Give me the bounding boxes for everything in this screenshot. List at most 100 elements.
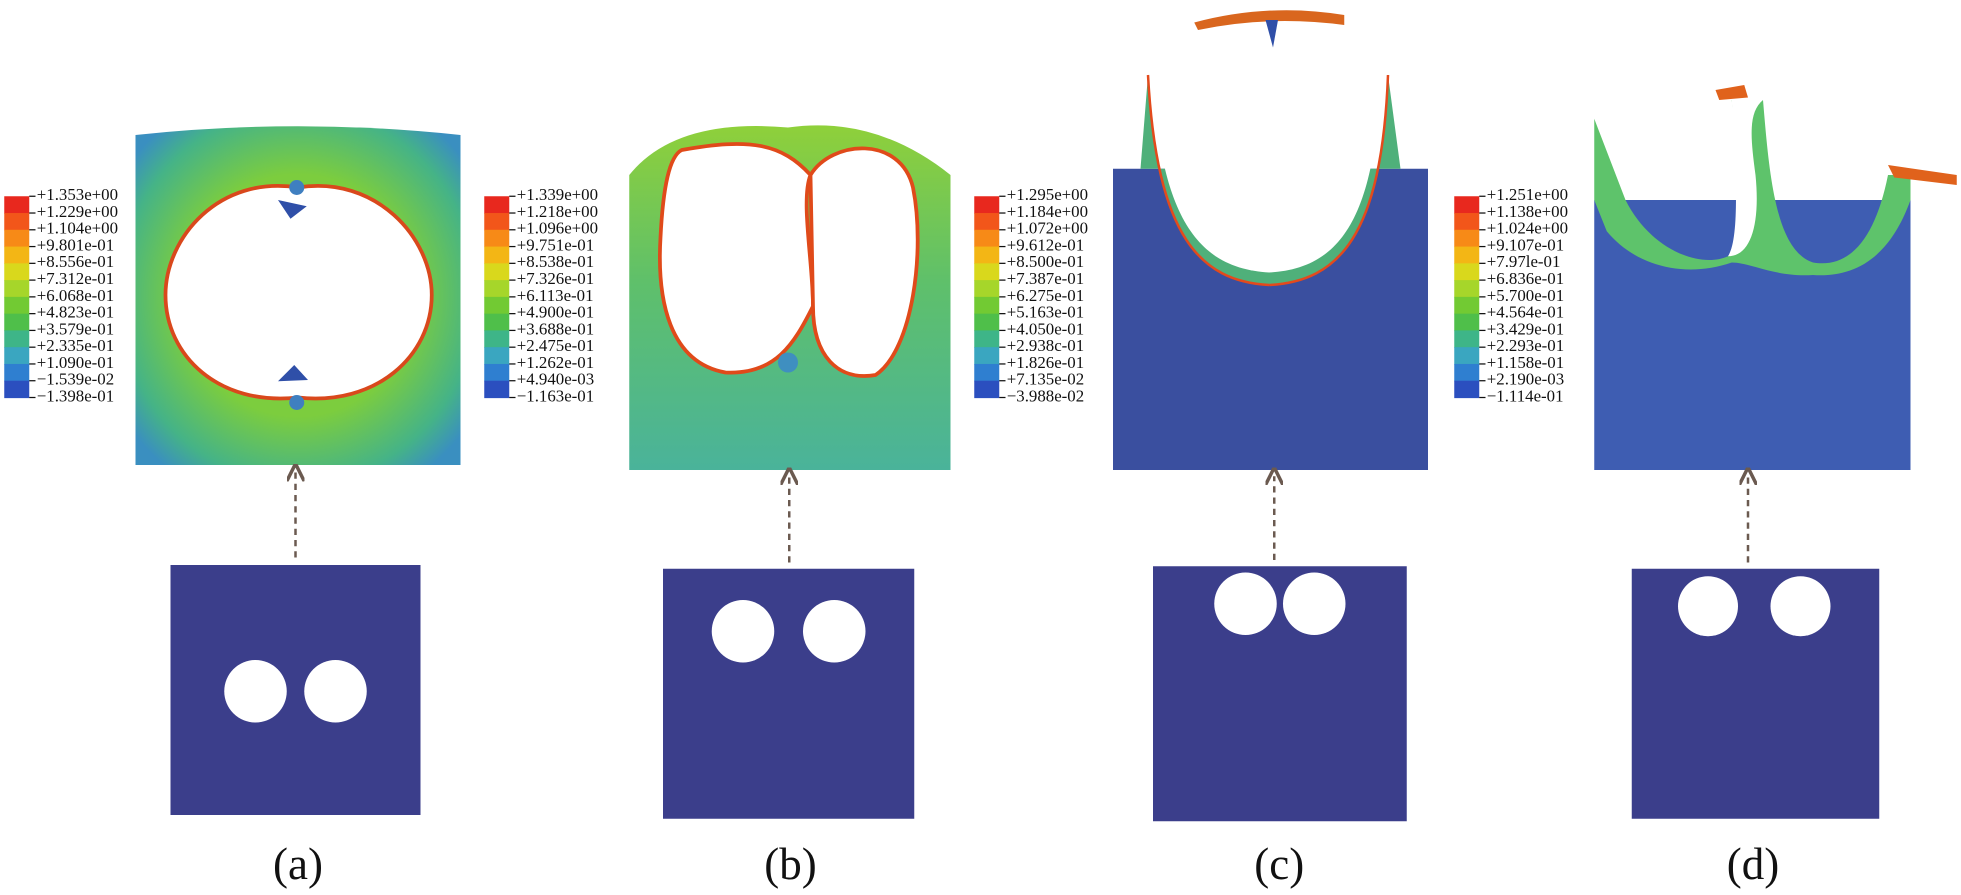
colorbar-segment <box>1454 246 1480 264</box>
panel-caption: (a) <box>273 839 323 889</box>
colorbar-segment <box>484 229 510 248</box>
colorbar-label: +2.293e-01 <box>1487 336 1564 355</box>
simulation-c <box>1113 10 1428 470</box>
colorbar-label: +1.090e-01 <box>37 353 114 372</box>
colorbar-label: +3.688e-01 <box>517 319 594 338</box>
colorbar-segment <box>484 296 510 315</box>
panel-caption: (c) <box>1254 839 1304 889</box>
colorbar-segment <box>4 229 30 248</box>
colorbar-label: +3.579e-01 <box>37 319 114 338</box>
colorbar-segment <box>484 213 510 231</box>
colorbar-segment <box>974 363 1000 382</box>
colorbar-segment <box>484 246 510 264</box>
colorbar-label: +7.326e-01 <box>517 269 594 288</box>
colorbar-label: +5.163e-01 <box>1007 303 1084 322</box>
colorbar-segment <box>974 330 1000 348</box>
arrows <box>296 473 1749 563</box>
colorbar-segment <box>974 246 1000 264</box>
panel-caption: (d) <box>1727 839 1779 889</box>
colorbar-segment <box>4 213 30 231</box>
colorbar-segment <box>4 296 30 315</box>
colorbar-label: +1.184e+00 <box>1007 202 1088 221</box>
colorbar-segment <box>974 263 1000 281</box>
colorbar-segment <box>4 347 30 365</box>
colorbar-label: +7.135e-02 <box>1007 370 1084 389</box>
colorbar-label: +1.353e+00 <box>37 185 118 204</box>
colorbar-label: +9.612e-01 <box>1007 235 1084 254</box>
colorbar-segment <box>974 296 1000 315</box>
colorbar-label: +1.096e+00 <box>517 219 598 238</box>
colorbar-label: +6.113e-01 <box>517 286 594 305</box>
colorbar-segment <box>484 347 510 365</box>
colorbar-label: +1.138e+00 <box>1487 202 1568 221</box>
colorbar-segment <box>974 213 1000 231</box>
colorbar-segment <box>974 196 1000 214</box>
colorbar-label: −3.988e-02 <box>1007 386 1084 405</box>
colorbar-segment <box>484 196 510 214</box>
colorbar-label: +2.190e-03 <box>1487 370 1564 389</box>
colorbar-label: +1.218e+00 <box>517 202 598 221</box>
colorbar-segment <box>4 313 30 332</box>
colorbar-label: −1.163e-01 <box>517 386 594 405</box>
colorbar-segment <box>1454 280 1480 298</box>
colorbar-segment <box>1454 380 1480 399</box>
colorbar-label: +9.801e-01 <box>37 235 114 254</box>
simulation-d <box>1594 85 1957 470</box>
colorbar-segment <box>1454 263 1480 281</box>
colorbar-segment <box>1454 196 1480 214</box>
colorbar-segment <box>1454 330 1480 348</box>
colorbar-segment <box>484 280 510 298</box>
simulation-a <box>135 126 461 465</box>
colorbar-segment <box>974 380 1000 399</box>
colorbar-label: +1.295e+00 <box>1007 185 1088 204</box>
colorbar-segment <box>1454 313 1480 332</box>
colorbar-label: +1.262e-01 <box>517 353 594 372</box>
colorbar-segment <box>974 229 1000 248</box>
colorbar-segment <box>4 380 30 399</box>
colorbar-label: +7.97le-01 <box>1487 252 1561 271</box>
colorbar-segment <box>484 363 510 382</box>
colorbar-label: +8.500e-01 <box>1007 252 1084 271</box>
colorbar-label: +3.429e-01 <box>1487 319 1564 338</box>
colorbar-segment <box>4 263 30 281</box>
colorbar-label: +4.940e-03 <box>517 370 594 389</box>
colorbar-segment <box>974 280 1000 298</box>
colorbar-label: +5.700e-01 <box>1487 286 1564 305</box>
panel-caption: (b) <box>764 839 816 889</box>
colorbar-segment <box>1454 229 1480 248</box>
colorbar-segment <box>1454 213 1480 231</box>
colorbar-label: +2.475e-01 <box>517 336 594 355</box>
colorbar-label: +4.823e-01 <box>37 303 114 322</box>
colorbar-segment <box>484 263 510 281</box>
colorbar-label: +2.938c-01 <box>1007 336 1084 355</box>
simulation-b <box>629 125 951 470</box>
colorbar-segment <box>1454 363 1480 382</box>
colorbar-label: −1.539e-02 <box>37 370 114 389</box>
colorbar-label: +1.104e+00 <box>37 219 118 238</box>
colorbar-label: +6.836e-01 <box>1487 269 1564 288</box>
colorbar-segment <box>4 280 30 298</box>
colorbar-label: +1.339e+00 <box>517 185 598 204</box>
colorbar-segment <box>4 330 30 348</box>
colorbar-label: +1.024e+00 <box>1487 219 1568 238</box>
colorbar-label: +4.564e-01 <box>1487 303 1564 322</box>
colorbar-label: +1.072e+00 <box>1007 219 1088 238</box>
colorbar-label: +7.312e-01 <box>37 269 114 288</box>
colorbar-segment <box>484 380 510 399</box>
colorbar-label: +8.556e-01 <box>37 252 114 271</box>
initial-configurations <box>170 565 1880 822</box>
colorbar-label: +6.068e-01 <box>37 286 114 305</box>
colorbar-segment <box>484 313 510 332</box>
colorbar-segment <box>1454 296 1480 315</box>
colorbar-segment <box>974 313 1000 332</box>
colorbar-label: −1.114e-01 <box>1487 386 1564 405</box>
colorbar-label: +8.538e-01 <box>517 252 594 271</box>
colorbar-segment <box>484 330 510 348</box>
colorbar-segment <box>4 196 30 214</box>
colorbar-label: +1.158e-01 <box>1487 353 1564 372</box>
colorbar-label: +1.826e-01 <box>1007 353 1084 372</box>
holes <box>224 572 1831 723</box>
colorbar-label: +7.387e-01 <box>1007 269 1084 288</box>
colorbar-segment <box>1454 347 1480 365</box>
